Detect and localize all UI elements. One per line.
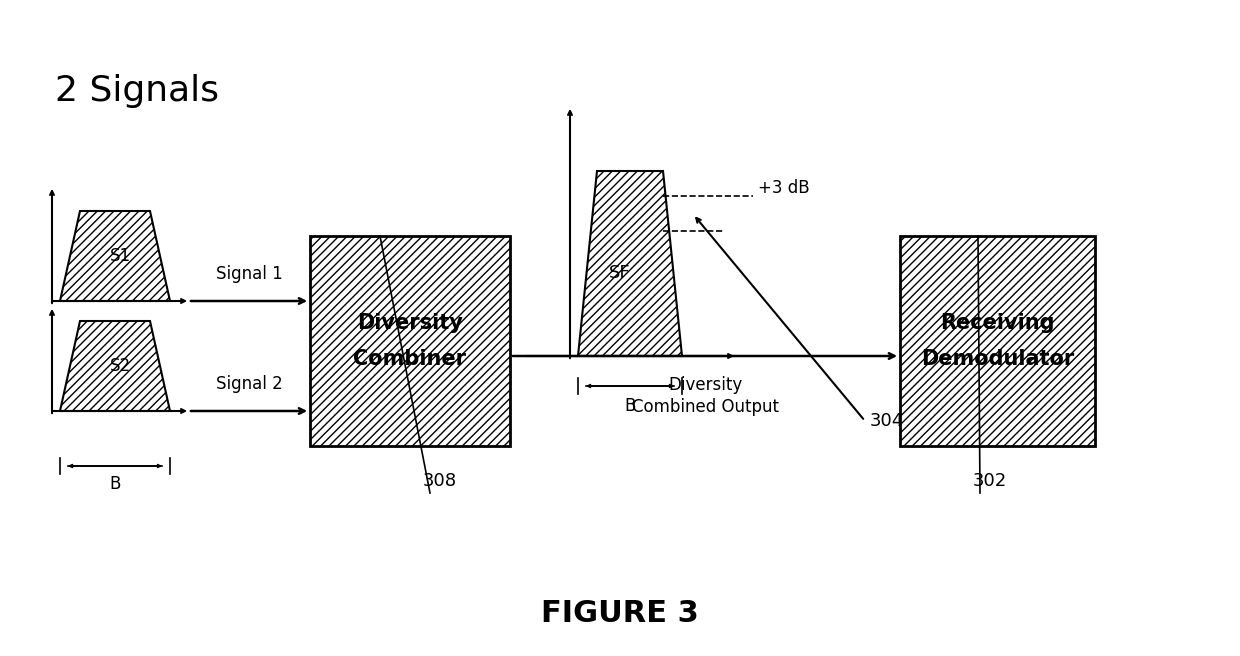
Text: Signal 1: Signal 1 (216, 265, 283, 283)
Polygon shape (578, 171, 682, 356)
Text: SF: SF (609, 264, 631, 281)
Text: 308: 308 (423, 472, 458, 490)
Text: S1: S1 (109, 247, 130, 265)
Text: Diversity: Diversity (357, 313, 463, 333)
Text: Combiner: Combiner (353, 349, 466, 369)
Polygon shape (60, 321, 170, 411)
Text: Combined Output: Combined Output (631, 398, 779, 416)
Text: +3 dB: +3 dB (758, 179, 810, 197)
Text: S2: S2 (109, 357, 130, 375)
Bar (310, 236, 510, 446)
Text: 302: 302 (973, 472, 1007, 490)
Text: Signal 2: Signal 2 (216, 375, 283, 393)
Text: B: B (109, 475, 120, 493)
Polygon shape (60, 211, 170, 301)
Text: Diversity: Diversity (668, 376, 742, 394)
Bar (310, 236, 510, 446)
Text: Demodulator: Demodulator (921, 349, 1074, 369)
Bar (900, 236, 1095, 446)
Text: 304: 304 (870, 412, 904, 430)
Text: B: B (624, 397, 636, 415)
Bar (900, 236, 1095, 446)
Text: 2 Signals: 2 Signals (55, 74, 219, 108)
Text: FIGURE 3: FIGURE 3 (541, 600, 699, 628)
Text: Receiving: Receiving (940, 313, 1055, 333)
